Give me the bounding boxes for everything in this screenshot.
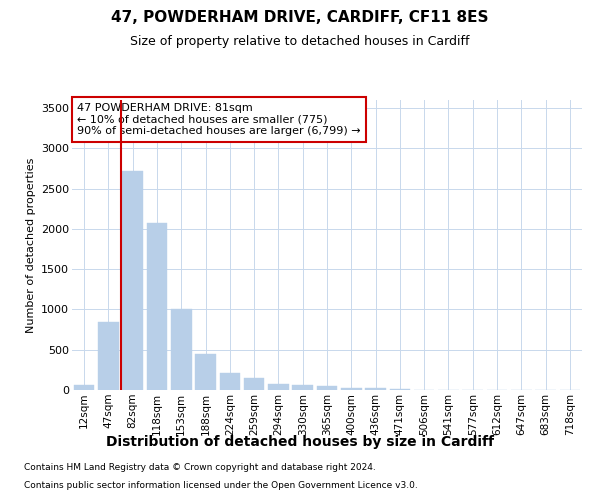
Text: Distribution of detached houses by size in Cardiff: Distribution of detached houses by size …: [106, 435, 494, 449]
Bar: [220, 372, 240, 390]
Bar: [98, 322, 119, 390]
Bar: [244, 378, 265, 390]
Bar: [122, 171, 143, 390]
Text: 47, POWDERHAM DRIVE, CARDIFF, CF11 8ES: 47, POWDERHAM DRIVE, CARDIFF, CF11 8ES: [111, 10, 489, 25]
Text: Contains HM Land Registry data © Crown copyright and database right 2024.: Contains HM Land Registry data © Crown c…: [24, 464, 376, 472]
Y-axis label: Number of detached properties: Number of detached properties: [26, 158, 35, 332]
Bar: [195, 354, 216, 390]
Bar: [317, 386, 337, 390]
Bar: [365, 388, 386, 390]
Bar: [341, 388, 362, 390]
Bar: [389, 389, 410, 390]
Bar: [292, 385, 313, 390]
Bar: [171, 308, 191, 390]
Text: Size of property relative to detached houses in Cardiff: Size of property relative to detached ho…: [130, 35, 470, 48]
Bar: [74, 385, 94, 390]
Text: 47 POWDERHAM DRIVE: 81sqm
← 10% of detached houses are smaller (775)
90% of semi: 47 POWDERHAM DRIVE: 81sqm ← 10% of detac…: [77, 103, 361, 136]
Text: Contains public sector information licensed under the Open Government Licence v3: Contains public sector information licen…: [24, 481, 418, 490]
Bar: [268, 384, 289, 390]
Bar: [146, 224, 167, 390]
